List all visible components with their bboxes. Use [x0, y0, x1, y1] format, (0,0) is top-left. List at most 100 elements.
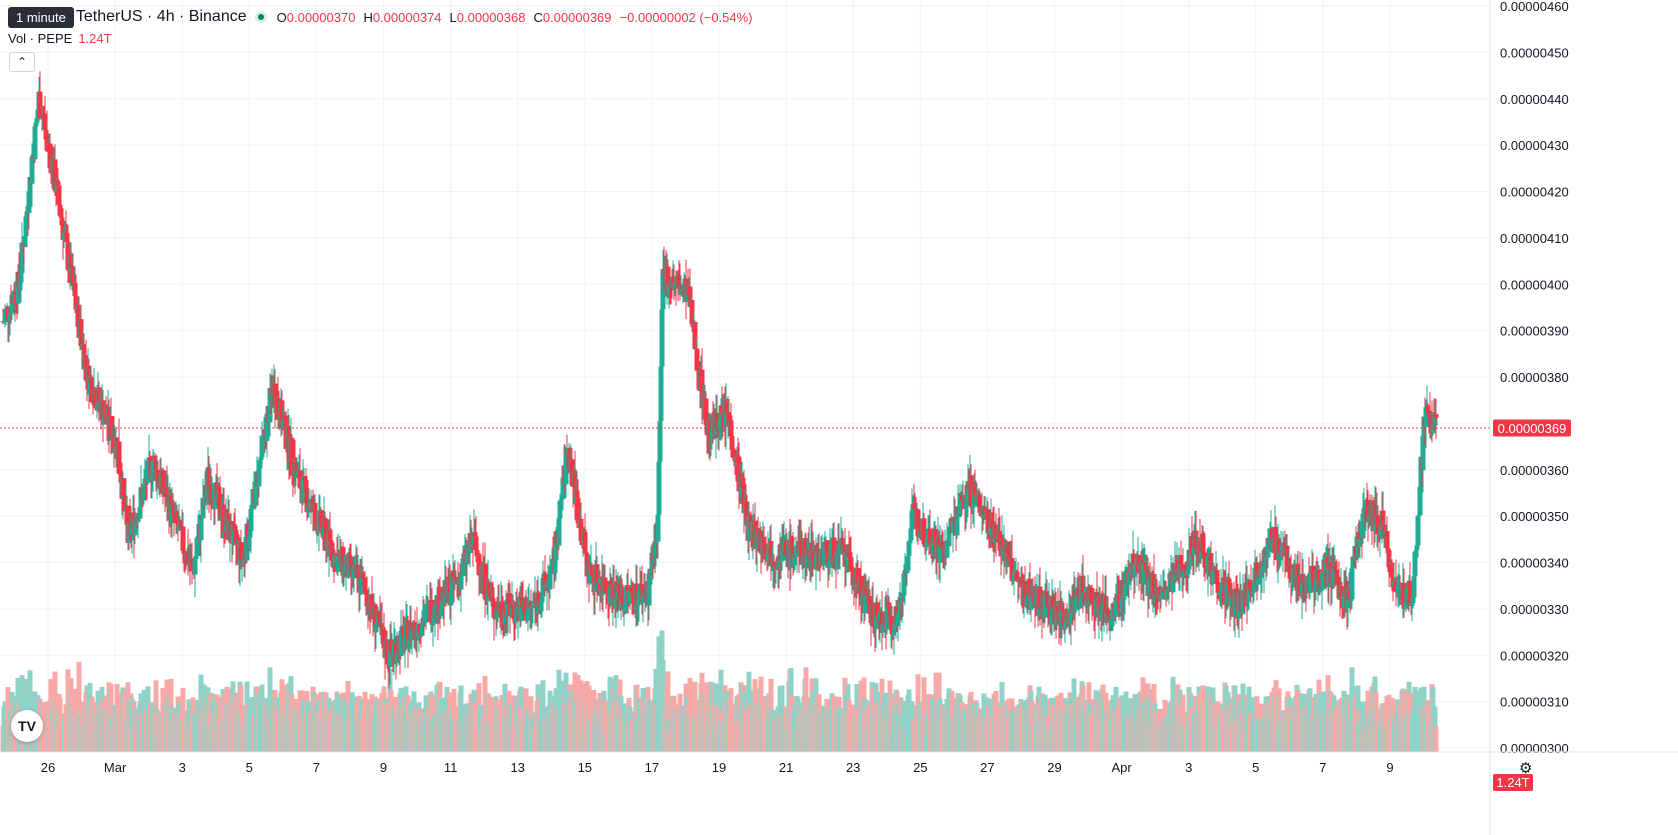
- candle-body: [29, 162, 35, 184]
- candle-body: [923, 546, 929, 548]
- gear-icon[interactable]: ⚙: [1519, 760, 1533, 777]
- candle-body: [617, 583, 623, 611]
- candle-body: [976, 494, 982, 496]
- candle-body: [137, 507, 143, 519]
- candle-body: [1417, 486, 1423, 516]
- candle-body: [1121, 596, 1127, 600]
- candle-body: [1360, 513, 1366, 539]
- price-axis[interactable]: 0.00000460 0.00000450 0.00000440 0.00000430…: [1489, 0, 1569, 835]
- candle-body: [660, 269, 666, 310]
- candle-body: [1226, 578, 1232, 584]
- candle-body: [1269, 528, 1275, 543]
- candle-body: [850, 571, 856, 582]
- candle-body: [510, 604, 516, 609]
- candle-body: [361, 577, 367, 580]
- candle-body: [1385, 547, 1391, 551]
- candle-body: [1402, 607, 1408, 609]
- candle-body: [1420, 443, 1426, 471]
- candle-body: [394, 653, 400, 663]
- candle-body: [1005, 545, 1011, 554]
- candle-body: [174, 510, 180, 524]
- candle-body: [529, 607, 535, 609]
- candle-body: [83, 355, 89, 368]
- candle-body: [58, 215, 64, 218]
- candle-body: [1365, 500, 1371, 523]
- candle-body: [1014, 571, 1020, 581]
- candle-body: [1382, 524, 1388, 536]
- candle-body: [1289, 581, 1295, 583]
- candle-body: [798, 541, 804, 552]
- candle-body: [840, 538, 846, 551]
- candle-body: [741, 486, 747, 514]
- candle-body: [1200, 533, 1206, 553]
- candle-body: [846, 551, 852, 557]
- time-tick-label: 9: [380, 760, 387, 775]
- market-status-icon[interactable]: [254, 11, 267, 23]
- candle-body: [954, 517, 960, 536]
- time-axis[interactable]: 26 Mar 3 5 7 9 11 13 15 17 19 21 23 25 27 29 Apr 3 5 7 9: [0, 751, 1678, 775]
- candle-body: [1334, 569, 1340, 579]
- candle-body: [257, 460, 263, 464]
- candle-body: [594, 564, 600, 588]
- candle-body: [44, 133, 50, 138]
- time-tick-label: Mar: [104, 760, 127, 775]
- candle-body: [384, 640, 390, 664]
- candle-body: [200, 497, 206, 519]
- candle-body: [327, 529, 333, 541]
- candle-body: [482, 563, 488, 597]
- candle-body: [1062, 625, 1068, 629]
- candle-body: [475, 552, 481, 559]
- candle-body: [762, 547, 768, 554]
- candle-body: [34, 118, 40, 123]
- candle-body: [429, 599, 435, 625]
- candle-body: [246, 537, 252, 546]
- candle-body: [379, 623, 385, 636]
- volume-badge: 1.24T: [1493, 774, 1533, 791]
- candle-body: [216, 486, 222, 494]
- candle-body: [297, 470, 303, 488]
- time-tick-label: 5: [246, 760, 253, 775]
- candle-body: [950, 521, 956, 534]
- volume-legend[interactable]: Vol · PEPE 1.24T: [8, 31, 112, 46]
- candle-body: [238, 542, 244, 561]
- candle-body: [959, 494, 965, 503]
- candle-body: [61, 232, 67, 241]
- candle-body: [155, 469, 161, 482]
- volume-bar: [660, 659, 666, 752]
- candle-body: [398, 631, 404, 657]
- candle-body: [232, 525, 238, 531]
- candle-body: [506, 593, 512, 606]
- candle-body: [473, 536, 479, 551]
- candle-body: [409, 628, 415, 641]
- candle-body: [848, 557, 854, 567]
- candle-body: [1366, 514, 1372, 523]
- candle-body: [536, 592, 542, 606]
- candle-body: [78, 319, 84, 337]
- candle-body: [1166, 586, 1172, 590]
- candle-body: [1414, 545, 1420, 551]
- candle-body: [771, 561, 777, 568]
- candle-body: [1265, 538, 1271, 558]
- chart-grid: [0, 0, 1490, 752]
- collapse-legend-button[interactable]: ⌃: [9, 52, 35, 72]
- symbol-title[interactable]: TetherUS · 4h · Binance: [75, 8, 247, 25]
- candle-body: [909, 510, 915, 529]
- tradingview-logo[interactable]: TV: [11, 710, 43, 742]
- time-tick-label: 3: [1185, 760, 1192, 775]
- candle-body: [118, 473, 124, 483]
- candle-body: [563, 451, 569, 485]
- candle-body: [499, 603, 505, 619]
- candle-body: [328, 540, 334, 553]
- candle-body: [519, 597, 525, 603]
- candle-body: [1277, 554, 1283, 559]
- candle-body: [646, 584, 652, 606]
- candle-body: [906, 541, 912, 556]
- candle-body: [1089, 600, 1095, 604]
- candle-body: [247, 531, 253, 538]
- candle-body: [33, 122, 39, 127]
- candle-body: [40, 115, 46, 118]
- candle-body: [486, 581, 492, 594]
- candle-body: [185, 551, 191, 566]
- candle-body: [1341, 590, 1347, 608]
